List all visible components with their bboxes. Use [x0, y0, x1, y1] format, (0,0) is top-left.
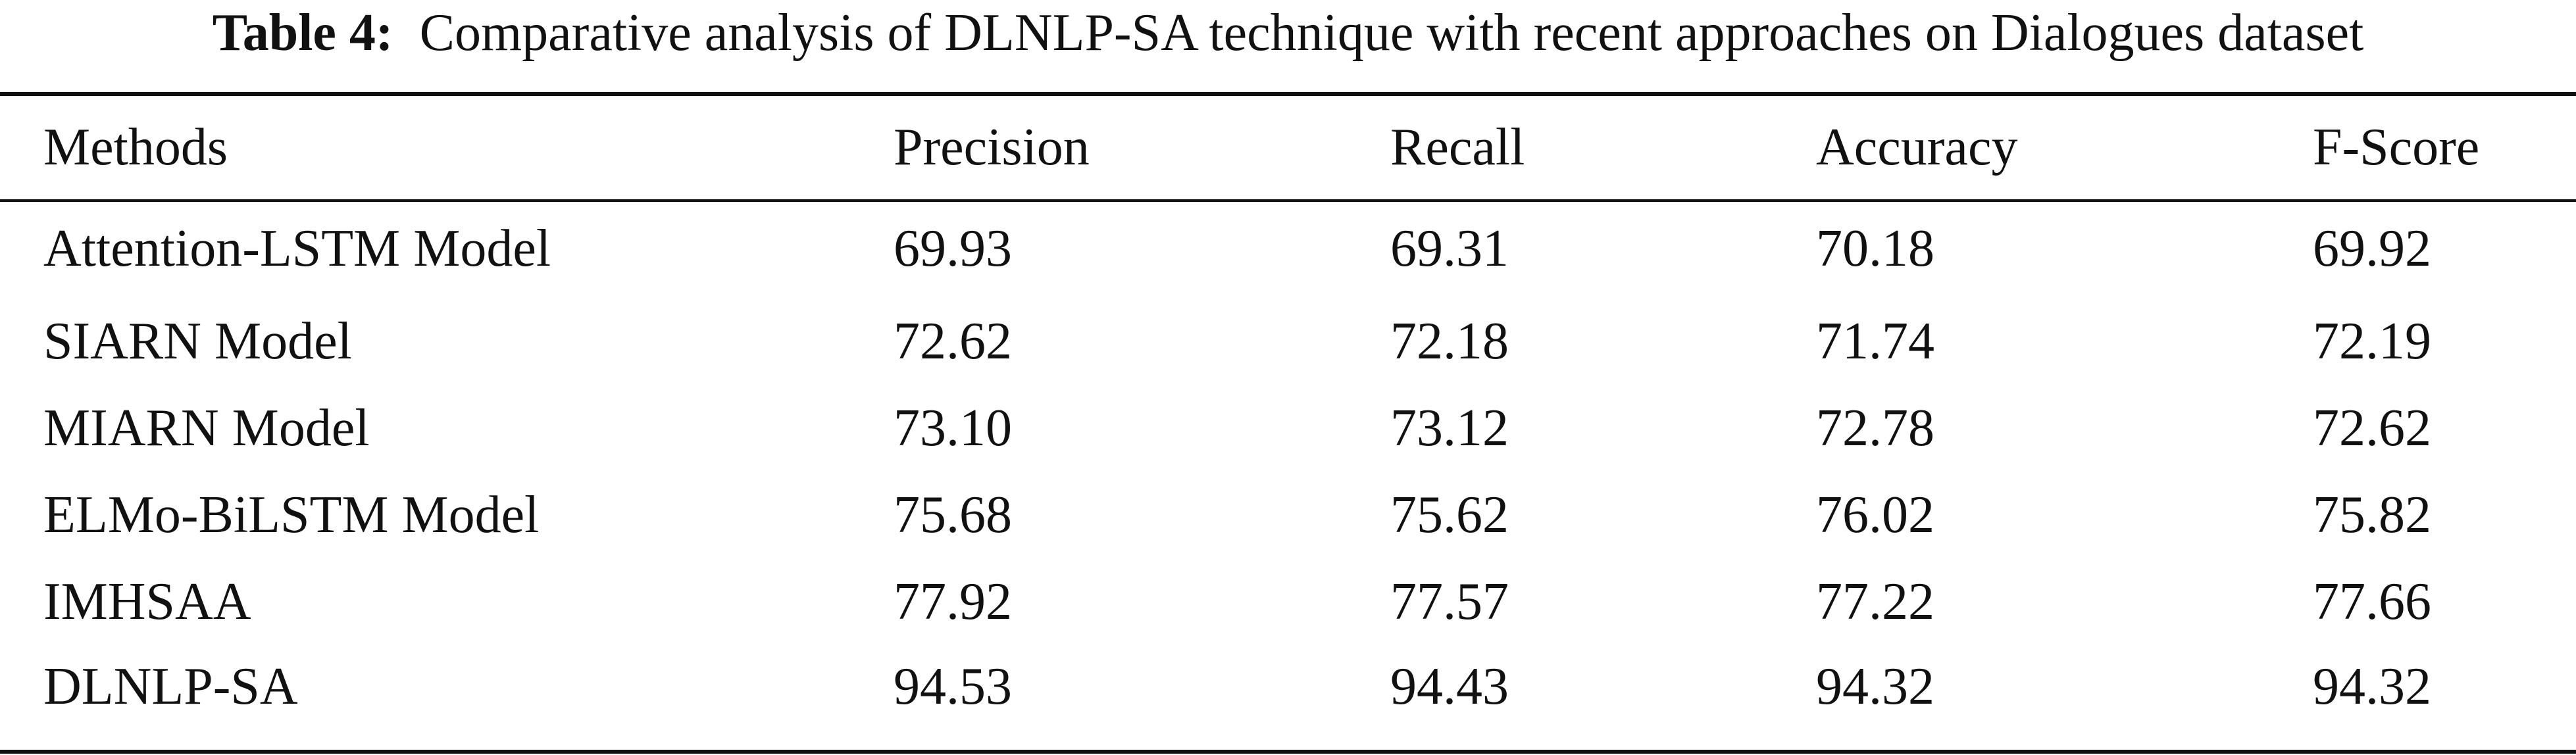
table-row: MIARN Model 73.10 73.12 72.78 72.62	[0, 385, 2576, 472]
accuracy-cell: 72.78	[1816, 399, 1934, 457]
f-score-cell: 77.66	[2313, 572, 2431, 631]
table-row: ELMo-BiLSTM Model 75.68 75.62 76.02 75.8…	[0, 472, 2576, 558]
recall-cell: 77.57	[1390, 572, 1509, 631]
f-score-cell: 75.82	[2313, 485, 2431, 544]
table-top-rule	[0, 92, 2576, 96]
recall-cell: 72.18	[1390, 312, 1509, 370]
precision-cell: 73.10	[894, 399, 1012, 457]
table-row: SIARN Model 72.62 72.18 71.74 72.19	[0, 298, 2576, 385]
table-bottom-rule	[0, 750, 2576, 754]
accuracy-cell: 71.74	[1816, 312, 1934, 370]
column-header-precision: Precision	[894, 118, 1090, 176]
table-row: DLNLP-SA 94.53 94.43 94.32 94.32	[0, 645, 2576, 728]
table-header-rule	[0, 199, 2576, 202]
method-name-cell: DLNLP-SA	[43, 657, 298, 716]
accuracy-cell: 70.18	[1816, 219, 1934, 278]
recall-cell: 75.62	[1390, 485, 1509, 544]
precision-cell: 77.92	[894, 572, 1012, 631]
table-header-row: Methods Precision Recall Accuracy F-Scor…	[0, 96, 2576, 199]
precision-cell: 72.62	[894, 312, 1012, 370]
column-header-recall: Recall	[1390, 118, 1525, 176]
table-caption-label: Table 4:	[212, 4, 393, 62]
precision-cell: 94.53	[894, 657, 1012, 716]
f-score-cell: 72.19	[2313, 312, 2431, 370]
column-header-accuracy: Accuracy	[1816, 118, 2018, 176]
method-name-cell: ELMo-BiLSTM Model	[43, 485, 540, 544]
recall-cell: 73.12	[1390, 399, 1509, 457]
method-name-cell: IMHSAA	[43, 572, 251, 631]
column-header-methods: Methods	[43, 118, 228, 176]
recall-cell: 69.31	[1390, 219, 1509, 278]
precision-cell: 75.68	[894, 485, 1012, 544]
f-score-cell: 72.62	[2313, 399, 2431, 457]
accuracy-cell: 94.32	[1816, 657, 1934, 716]
f-score-cell: 94.32	[2313, 657, 2431, 716]
precision-cell: 69.93	[894, 219, 1012, 278]
recall-cell: 94.43	[1390, 657, 1509, 716]
table-row: Attention-LSTM Model 69.93 69.31 70.18 6…	[0, 199, 2576, 298]
method-name-cell: MIARN Model	[43, 399, 370, 457]
table-row: IMHSAA 77.92 77.57 77.22 77.66	[0, 558, 2576, 645]
table-caption: Table 4: Comparative analysis of DLNLP-S…	[0, 0, 2576, 84]
accuracy-cell: 76.02	[1816, 485, 1934, 544]
method-name-cell: SIARN Model	[43, 312, 352, 370]
table-caption-text: Comparative analysis of DLNLP-SA techniq…	[419, 4, 2364, 62]
column-header-f-score: F-Score	[2313, 118, 2480, 176]
results-table: Methods Precision Recall Accuracy F-Scor…	[0, 96, 2576, 728]
accuracy-cell: 77.22	[1816, 572, 1934, 631]
f-score-cell: 69.92	[2313, 219, 2431, 278]
method-name-cell: Attention-LSTM Model	[43, 219, 551, 278]
